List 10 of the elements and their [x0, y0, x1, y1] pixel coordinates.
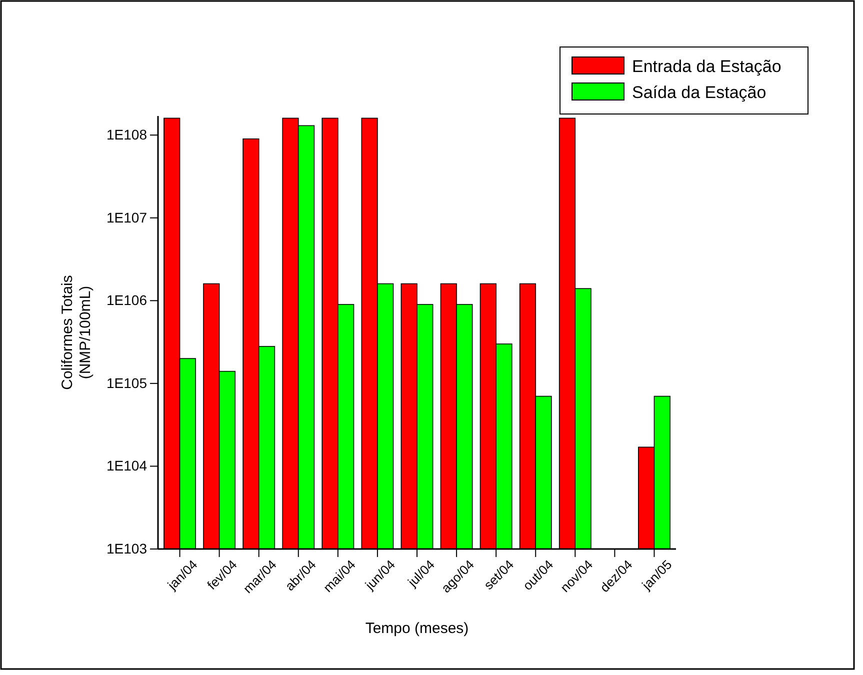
legend-label: Saída da Estação [632, 83, 766, 102]
legend-label: Entrada da Estação [632, 57, 782, 76]
y-tick-label: 1E104 [106, 458, 148, 474]
y-tick-label: 1E106 [106, 292, 148, 308]
y-tick-label: 1E105 [106, 374, 148, 391]
y-axis-title: Coliformes Totais (NMP/100mL) [59, 275, 94, 390]
x-axis-title: Tempo (meses) [365, 620, 469, 637]
y-tick-label: 1E103 [106, 540, 148, 556]
y-tick-label: 1E108 [106, 126, 148, 143]
y-tick-label: 1E107 [106, 209, 148, 226]
